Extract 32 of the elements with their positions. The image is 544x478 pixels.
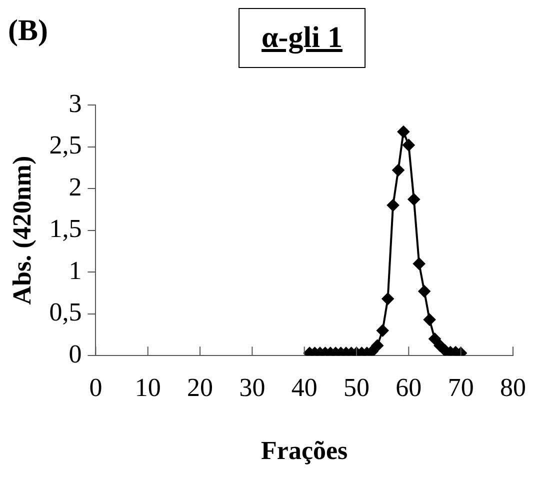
x-tick-label: 30 <box>239 373 266 402</box>
text: (B) <box>8 14 48 48</box>
y-tick-label: 2,5 <box>49 130 82 160</box>
y-tick-label: 1 <box>68 256 82 285</box>
x-tick-label: 20 <box>187 373 214 402</box>
chart-title: α-gli 1 <box>238 8 366 68</box>
x-tick-label: 40 <box>291 373 318 402</box>
point <box>371 340 384 352</box>
x-axis-title: Frações <box>261 436 348 466</box>
point <box>424 314 436 326</box>
x-tick-label: 10 <box>134 373 161 402</box>
y-tick-label: 0,5 <box>49 298 82 327</box>
point <box>382 292 394 305</box>
y-tick-label: 1,5 <box>49 214 82 244</box>
point <box>428 332 441 345</box>
point <box>397 126 410 138</box>
point <box>408 193 420 206</box>
point <box>376 324 389 337</box>
y-axis-title: Abs. (420nm) <box>7 156 36 305</box>
point <box>413 258 426 270</box>
point <box>402 139 415 152</box>
y-tick-label: 2 <box>68 172 82 202</box>
x-tick-label: 70 <box>448 373 474 402</box>
y-tick-label: 3 <box>68 88 82 118</box>
x-tick-label: 80 <box>500 373 526 402</box>
y-tick-label: 0 <box>68 339 82 368</box>
x-tick-label: 0 <box>89 373 102 402</box>
point <box>418 285 430 298</box>
x-tick-label: 50 <box>344 373 370 402</box>
point <box>387 199 400 212</box>
point <box>392 164 404 176</box>
x-tick-label: 60 <box>396 373 422 402</box>
